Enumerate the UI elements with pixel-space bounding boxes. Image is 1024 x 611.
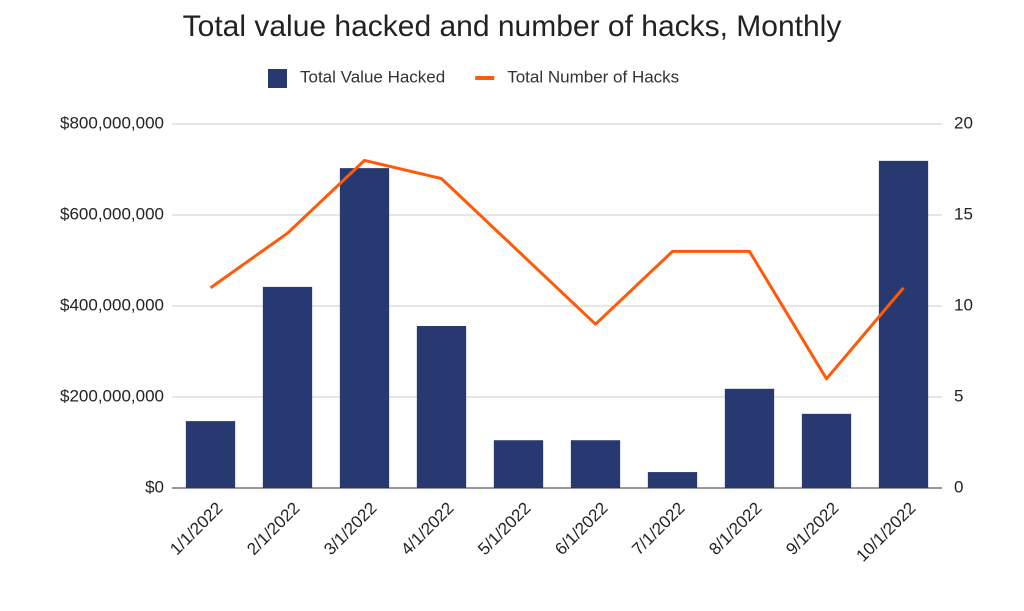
legend-swatch	[268, 69, 287, 88]
x-tick-label: 5/1/2022	[474, 499, 534, 559]
line	[209, 158, 905, 381]
bar	[724, 388, 775, 488]
x-tick-label: 2/1/2022	[243, 499, 303, 559]
y2-tick-label: 15	[954, 204, 973, 223]
y2-tick-label: 10	[954, 295, 973, 314]
bar	[647, 472, 698, 488]
x-tick-label: 8/1/2022	[705, 499, 765, 559]
x-tick-label: 4/1/2022	[397, 499, 457, 559]
legend-label: Total Value Hacked	[300, 67, 445, 86]
chart-title: Total value hacked and number of hacks, …	[183, 10, 842, 43]
bar	[185, 421, 236, 488]
y2-tick-label: 0	[954, 477, 963, 496]
y-tick-label: $0	[145, 477, 164, 496]
y-tick-label: $600,000,000	[60, 204, 164, 223]
x-tick-label: 3/1/2022	[320, 499, 380, 559]
bar	[339, 168, 390, 488]
bar	[878, 160, 929, 489]
y2-tick-label: 5	[954, 386, 963, 405]
legend-item: Total Number of Hacks	[475, 67, 679, 86]
bar	[493, 440, 544, 488]
bar	[801, 413, 852, 488]
legend-label: Total Number of Hacks	[507, 67, 679, 86]
bar	[570, 440, 621, 488]
y-tick-label: $200,000,000	[60, 386, 164, 405]
legend-item: Total Value Hacked	[268, 67, 445, 88]
x-tick-label: 9/1/2022	[782, 499, 842, 559]
x-tick-label: 10/1/2022	[853, 499, 920, 566]
y-tick-label: $800,000,000	[60, 113, 164, 132]
bar	[262, 286, 313, 488]
bar	[416, 326, 467, 488]
x-tick-label: 1/1/2022	[166, 499, 226, 559]
x-tick-label: 7/1/2022	[628, 499, 688, 559]
x-tick-label: 6/1/2022	[551, 499, 611, 559]
y-tick-label: $400,000,000	[60, 295, 164, 314]
y2-tick-label: 20	[954, 113, 973, 132]
